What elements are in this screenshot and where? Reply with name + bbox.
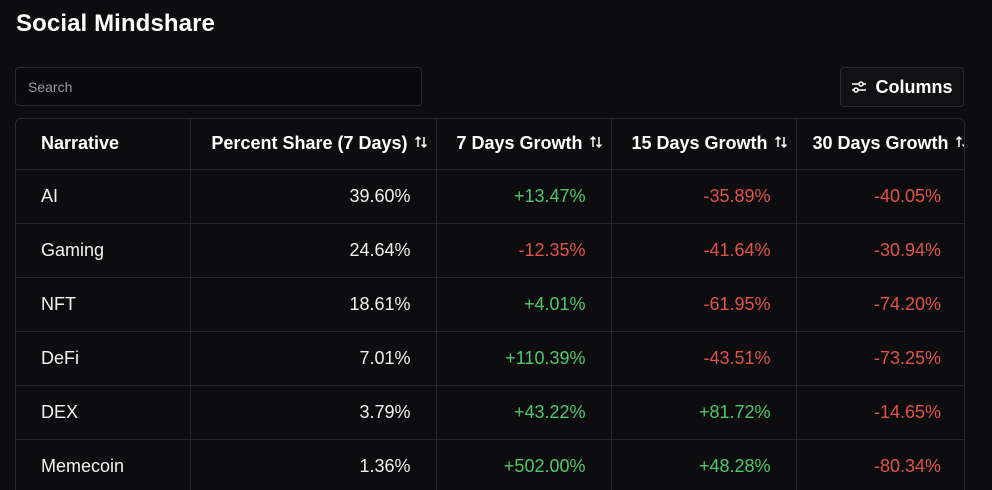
table-row[interactable]: AI 39.60% +13.47% -35.89% -40.05% xyxy=(16,169,964,224)
cell-7-days-growth: +13.47% xyxy=(436,169,612,224)
mindshare-table: Narrative Percent Share (7 Days) 7 Days … xyxy=(15,118,965,490)
table-row[interactable]: DEX 3.79% +43.22% +81.72% -14.65% xyxy=(16,385,964,440)
cell-narrative: DeFi xyxy=(16,331,191,386)
columns-button[interactable]: Columns xyxy=(840,67,964,107)
table-row[interactable]: NFT 18.61% +4.01% -61.95% -74.20% xyxy=(16,277,964,332)
cell-narrative: Gaming xyxy=(16,223,191,278)
cell-percent-share: 39.60% xyxy=(190,169,437,224)
cell-15-days-growth: -41.64% xyxy=(611,223,797,278)
cell-narrative: Memecoin xyxy=(16,439,191,490)
header-percent-share[interactable]: Percent Share (7 Days) xyxy=(190,119,437,170)
cell-percent-share: 18.61% xyxy=(190,277,437,332)
table-header-row: Narrative Percent Share (7 Days) 7 Days … xyxy=(16,119,964,170)
cell-15-days-growth: +48.28% xyxy=(611,439,797,490)
search-box[interactable] xyxy=(15,67,422,106)
header-label: Narrative xyxy=(41,133,120,154)
cell-30-days-growth: -40.05% xyxy=(796,169,964,224)
header-narrative: Narrative xyxy=(16,119,191,170)
header-7-days-growth[interactable]: 7 Days Growth xyxy=(436,119,612,170)
search-input[interactable] xyxy=(16,68,421,105)
header-label: 7 Days Growth xyxy=(456,133,583,154)
cell-30-days-growth: -74.20% xyxy=(796,277,964,332)
cell-15-days-growth: -43.51% xyxy=(611,331,797,386)
cell-7-days-growth: -12.35% xyxy=(436,223,612,278)
cell-percent-share: 24.64% xyxy=(190,223,437,278)
cell-narrative: AI xyxy=(16,169,191,224)
header-15-days-growth[interactable]: 15 Days Growth xyxy=(611,119,797,170)
cell-7-days-growth: +43.22% xyxy=(436,385,612,440)
cell-percent-share: 1.36% xyxy=(190,439,437,490)
cell-7-days-growth: +4.01% xyxy=(436,277,612,332)
cell-30-days-growth: -30.94% xyxy=(796,223,964,278)
table-row[interactable]: DeFi 7.01% +110.39% -43.51% -73.25% xyxy=(16,331,964,386)
cell-narrative: NFT xyxy=(16,277,191,332)
sort-icon[interactable] xyxy=(589,133,603,154)
header-label: 15 Days Growth xyxy=(631,133,768,154)
cell-15-days-growth: -35.89% xyxy=(611,169,797,224)
columns-button-label: Columns xyxy=(875,76,953,97)
cell-15-days-growth: +81.72% xyxy=(611,385,797,440)
header-label: Percent Share (7 Days) xyxy=(211,133,408,154)
sliders-icon xyxy=(851,80,867,94)
table-row[interactable]: Gaming 24.64% -12.35% -41.64% -30.94% xyxy=(16,223,964,278)
cell-percent-share: 7.01% xyxy=(190,331,437,386)
header-label: 30 Days Growth xyxy=(812,133,949,154)
page-title: Social Mindshare xyxy=(16,10,215,37)
cell-15-days-growth: -61.95% xyxy=(611,277,797,332)
cell-narrative: DEX xyxy=(16,385,191,440)
sort-icon[interactable] xyxy=(955,133,964,154)
sort-icon[interactable] xyxy=(774,133,788,154)
cell-7-days-growth: +110.39% xyxy=(436,331,612,386)
cell-30-days-growth: -14.65% xyxy=(796,385,964,440)
cell-7-days-growth: +502.00% xyxy=(436,439,612,490)
table-row[interactable]: Memecoin 1.36% +502.00% +48.28% -80.34% xyxy=(16,439,964,490)
cell-percent-share: 3.79% xyxy=(190,385,437,440)
header-30-days-growth[interactable]: 30 Days Growth xyxy=(796,119,964,170)
cell-30-days-growth: -80.34% xyxy=(796,439,964,490)
cell-30-days-growth: -73.25% xyxy=(796,331,964,386)
sort-icon[interactable] xyxy=(414,133,428,154)
